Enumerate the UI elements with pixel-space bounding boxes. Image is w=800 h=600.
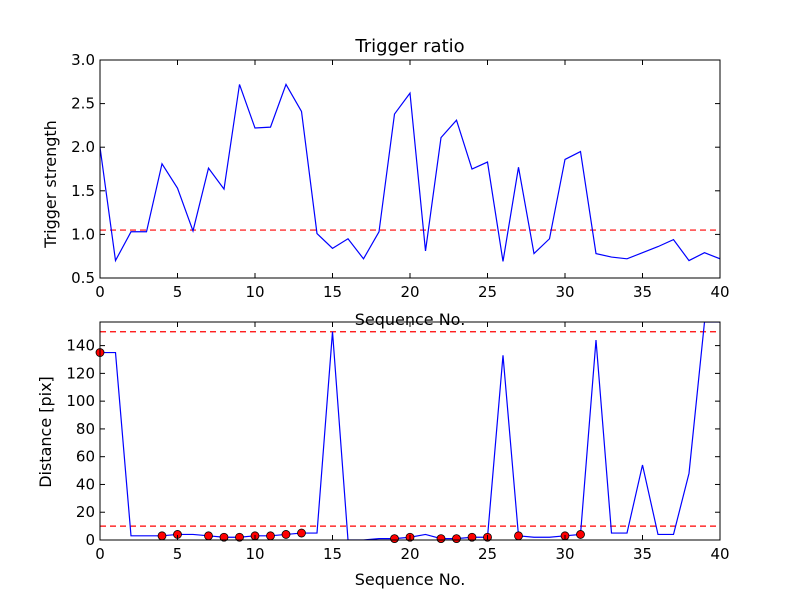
data-point-marker: [157, 531, 167, 541]
y-tick-label: 60: [76, 448, 95, 466]
y-tick-label: 0: [85, 531, 95, 549]
x-tick-label: 0: [95, 283, 105, 301]
x-axis-label: Sequence No.: [355, 570, 466, 589]
x-tick-label: 20: [400, 283, 419, 301]
y-axis-label: Trigger strength: [41, 120, 60, 249]
data-point-marker: [281, 530, 291, 539]
x-tick-label: 0: [95, 545, 105, 563]
data-point-marker: [235, 532, 244, 542]
x-tick-label: 40: [710, 545, 729, 563]
data-point-marker: [390, 534, 399, 544]
series-line: [100, 82, 720, 263]
x-tick-label: 5: [173, 545, 183, 563]
data-point-marker: [576, 530, 585, 539]
x-tick-label: 40: [710, 283, 729, 301]
x-tick-label: 35: [633, 283, 652, 301]
data-point-marker: [452, 534, 461, 544]
y-tick-label: 120: [66, 364, 95, 382]
data-point-marker: [514, 531, 523, 541]
x-tick-label: 10: [245, 283, 264, 301]
data-point-marker: [436, 534, 446, 544]
y-tick-label: 80: [76, 420, 95, 438]
y-tick-label: 140: [66, 337, 95, 355]
x-tick-label: 5: [173, 283, 183, 301]
data-point-marker: [297, 528, 306, 538]
plot-area: 0 5 10 15 20 25 30 35 40 0 20 40 60 80 100 120 140: [66, 321, 730, 563]
y-tick-label: 3.0: [71, 51, 95, 69]
data-point-marker: [266, 531, 275, 541]
y-tick-label: 100: [66, 392, 95, 410]
x-tick-label: 25: [478, 545, 497, 563]
y-tick-label: 20: [76, 503, 95, 521]
y-tick-label: 40: [76, 475, 95, 493]
chart-title: Trigger ratio: [354, 36, 464, 57]
y-tick-label: 2.5: [71, 95, 95, 113]
data-point-marker: [219, 532, 229, 542]
y-axis-label: Distance [pix]: [36, 376, 55, 488]
x-tick-label: 30: [555, 545, 574, 563]
x-tick-label: 20: [400, 545, 419, 563]
x-tick-label: 30: [555, 283, 574, 301]
plot-area: 0 5 10 15 20 25 30 35 40 0.5 1.0 1.5 2.0 2.5 3.0: [71, 51, 729, 301]
x-tick-label: 25: [478, 283, 497, 301]
chart-trigger-ratio: Trigger ratio Sequence No. Trigger stren…: [41, 36, 730, 329]
x-tick-label: 35: [633, 545, 652, 563]
data-point-marker: [467, 532, 477, 542]
x-tick-label: 15: [323, 283, 342, 301]
y-tick-label: 1.0: [71, 225, 95, 243]
y-tick-label: 1.5: [71, 182, 95, 200]
data-point-marker: [204, 531, 213, 541]
y-tick-label: 0.5: [71, 269, 95, 287]
x-axis-label: Sequence No.: [355, 310, 466, 329]
y-tick-label: 2.0: [71, 138, 95, 156]
x-tick-label: 10: [245, 545, 264, 563]
chart-distance: Sequence No. Distance [pix] 0 5 10 15 20 25 30…: [36, 321, 730, 589]
x-tick-label: 15: [323, 545, 342, 563]
